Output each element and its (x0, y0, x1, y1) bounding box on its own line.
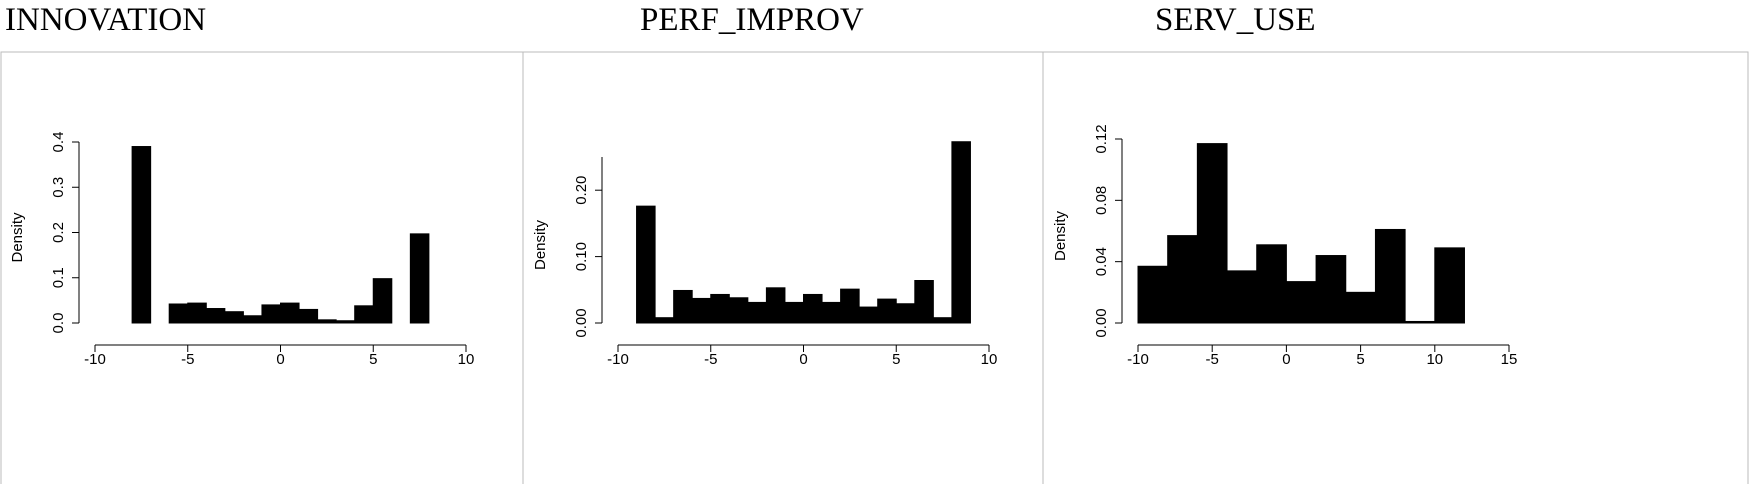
bar (205, 308, 226, 324)
bar (932, 317, 953, 324)
bar (224, 311, 244, 324)
y-axis-label: Density (1052, 210, 1069, 261)
y-tick-label: 0.1 (50, 267, 67, 288)
bar (654, 317, 675, 324)
bar (1196, 143, 1228, 324)
y-tick-label: 0.3 (50, 177, 67, 198)
bar (747, 301, 767, 324)
frame (0, 51, 1749, 484)
y-tick-label: 0.20 (573, 176, 590, 205)
bar (914, 280, 934, 324)
bar (354, 305, 374, 324)
bar (131, 146, 152, 324)
bar (1434, 247, 1465, 324)
x-tick-label: -10 (607, 351, 629, 368)
y-tick-label: 0.00 (573, 308, 590, 337)
y-tick-label: 0.04 (1093, 247, 1110, 276)
x-tick-label: -10 (1127, 351, 1149, 368)
y-tick-label: 0.2 (50, 222, 67, 243)
bar (261, 304, 282, 324)
x-tick-label: -10 (84, 351, 106, 368)
bar (636, 205, 656, 324)
y-tick-label: 0.08 (1093, 186, 1110, 215)
x-tick-label: -5 (181, 351, 194, 368)
y-axis-label: Density (532, 219, 549, 270)
bar (1374, 228, 1406, 324)
x-tick-label: 15 (1501, 351, 1518, 368)
bar (784, 301, 805, 324)
bar (691, 297, 712, 324)
y-tick-label: 0.10 (573, 242, 590, 271)
x-tick-label: 0 (276, 351, 284, 368)
bar (673, 289, 693, 324)
bar (335, 320, 356, 324)
bar (765, 287, 786, 324)
bar (317, 319, 337, 324)
x-tick-label: 5 (1356, 351, 1364, 368)
x-tick-label: -5 (704, 351, 717, 368)
chart-title: PERF_IMPROV (640, 2, 864, 38)
bar (242, 315, 263, 324)
chart-title: SERV_USE (1155, 2, 1316, 38)
bar (280, 302, 300, 324)
x-tick-label: 10 (1426, 351, 1443, 368)
bar (187, 302, 207, 324)
bar (372, 278, 393, 324)
bar (1226, 270, 1258, 324)
bar (803, 293, 823, 324)
y-tick-label: 0.00 (1093, 308, 1110, 337)
x-tick-label: 10 (458, 351, 475, 368)
x-tick-label: 0 (1282, 351, 1290, 368)
bar (951, 141, 971, 324)
bar (840, 288, 860, 324)
x-tick-label: 5 (369, 351, 377, 368)
bar (1404, 320, 1436, 324)
y-tick-label: 0.4 (50, 132, 67, 153)
chart-title: INNOVATION (5, 2, 206, 38)
x-tick-label: 0 (799, 351, 807, 368)
x-tick-label: -5 (1206, 351, 1219, 368)
bar (1285, 281, 1317, 324)
x-tick-label: 10 (981, 351, 998, 368)
bar (409, 233, 430, 324)
bar (895, 303, 916, 324)
bar (1137, 265, 1169, 324)
bar (1167, 235, 1198, 324)
y-tick-label: 0.0 (50, 313, 67, 334)
bar (821, 301, 842, 324)
bar (1345, 291, 1376, 324)
x-tick-label: 5 (892, 351, 900, 368)
bar (728, 297, 749, 324)
bar (1315, 255, 1347, 324)
y-axis-label: Density (9, 212, 26, 263)
bar (1256, 244, 1287, 324)
bar (858, 306, 879, 324)
bar (710, 293, 730, 324)
bar (298, 308, 319, 324)
bar (877, 298, 897, 324)
bar (168, 303, 189, 324)
y-tick-label: 0.12 (1093, 124, 1110, 153)
